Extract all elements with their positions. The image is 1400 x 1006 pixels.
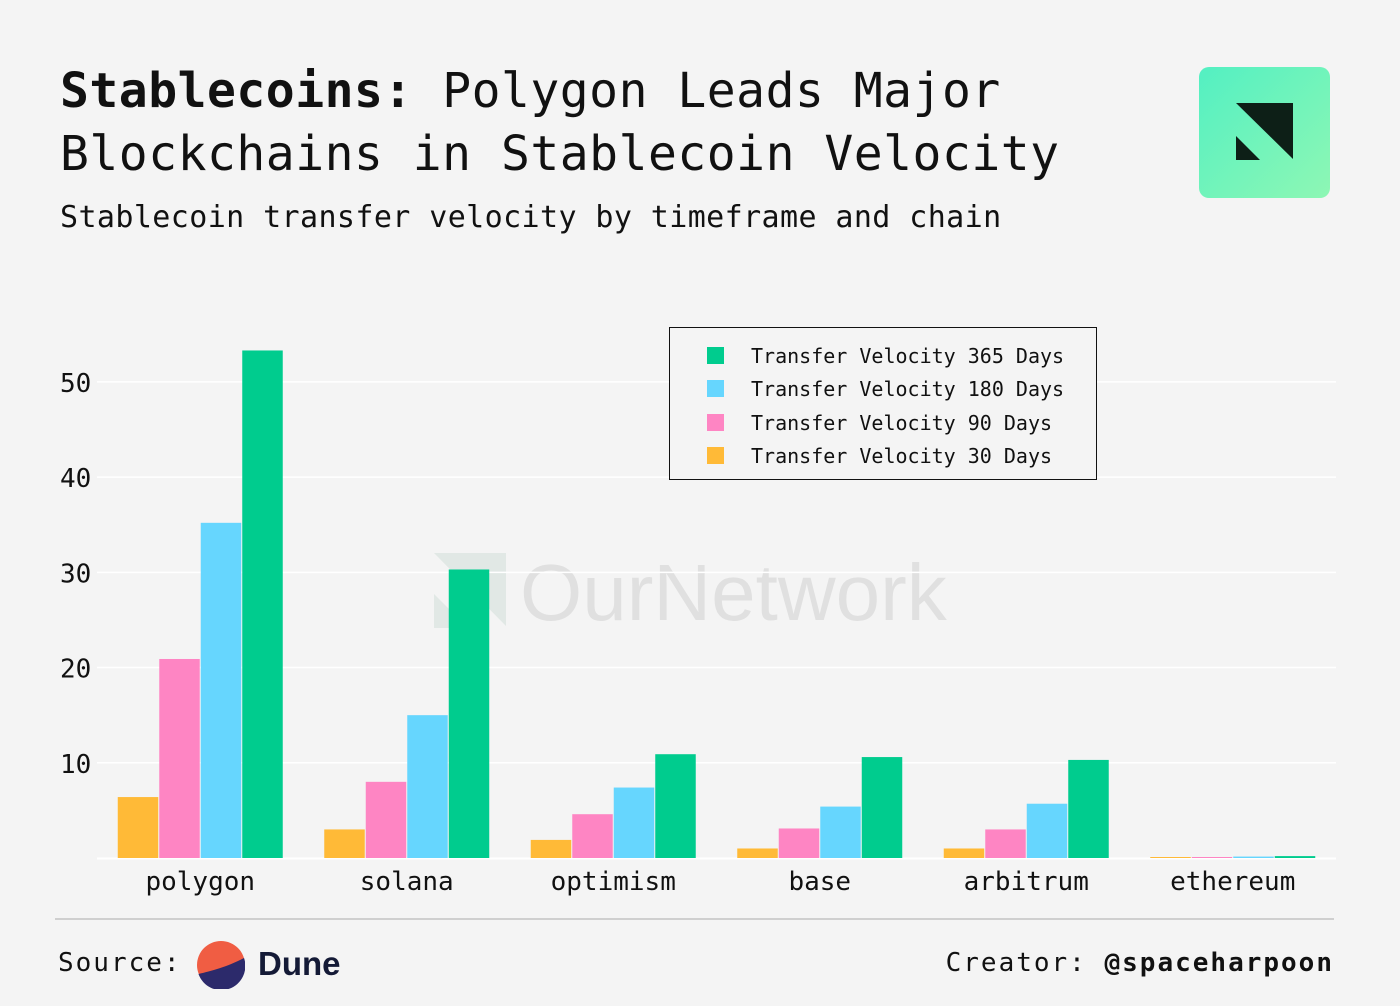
bar: [200, 522, 242, 858]
title-lead: Stablecoins:: [60, 63, 413, 119]
bar: [778, 828, 820, 858]
legend-swatch: [707, 380, 724, 398]
legend-item: Transfer Velocity 90 Days: [670, 409, 1096, 442]
y-tick-label: 40: [60, 464, 91, 494]
bar: [407, 715, 448, 858]
bar: [159, 658, 200, 858]
x-tick-label: optimism: [551, 867, 676, 897]
creator-label: Creator:: [945, 948, 1087, 978]
watermark-text: OurNetwork: [520, 548, 948, 637]
ournetwork-logo-icon: [1199, 67, 1330, 198]
bar: [448, 569, 490, 858]
chart-title: Stablecoins: Polygon Leads Major Blockch…: [60, 60, 1170, 186]
bar: [1026, 803, 1068, 858]
bar: [365, 781, 407, 858]
legend-swatch: [707, 447, 724, 465]
source-name: Dune: [258, 945, 341, 982]
legend-item: Transfer Velocity 365 Days: [670, 342, 1096, 375]
x-tick-label: base: [788, 867, 851, 897]
footer-divider: [55, 918, 1334, 920]
x-tick-label: ethereum: [1170, 867, 1295, 897]
bar: [943, 848, 985, 858]
bar: [861, 757, 903, 858]
bars: [117, 350, 1316, 858]
y-axis-ticks: 10 20 30 40 50: [60, 369, 91, 780]
watermark: OurNetwork: [434, 548, 948, 637]
bar: [324, 829, 365, 858]
y-tick-label: 50: [60, 369, 91, 399]
legend-item: Transfer Velocity 180 Days: [670, 375, 1096, 408]
dune-logo-icon: [197, 941, 245, 989]
legend-swatch: [707, 347, 724, 364]
legend-label: Transfer Velocity 30 Days: [751, 444, 1053, 469]
bar: [655, 754, 696, 858]
chart-legend: Transfer Velocity 365 Days Transfer Veloc…: [669, 327, 1097, 480]
bar: [530, 839, 572, 858]
title-rest: Polygon Leads Major Blockchains in Stabl…: [60, 63, 1060, 182]
legend-label: Transfer Velocity 90 Days: [751, 410, 1053, 435]
bar: [572, 814, 613, 858]
legend-label: Transfer Velocity 365 Days: [751, 344, 1065, 368]
x-axis-ticks: polygon solana optimism base arbitrum ethereu…: [145, 867, 1295, 897]
bar: [1068, 759, 1109, 858]
legend-swatch: [707, 413, 724, 431]
creator-handle: @spaceharpoon: [1104, 948, 1334, 978]
creator-credit: Creator: @spaceharpoon: [946, 948, 1334, 978]
y-tick-label: 30: [60, 559, 91, 589]
bar: [820, 806, 861, 858]
bar: [1274, 856, 1316, 858]
x-tick-label: arbitrum: [964, 867, 1089, 897]
x-tick-label: polygon: [145, 867, 255, 897]
legend-label: Transfer Velocity 180 Days: [751, 377, 1065, 402]
bar: [737, 848, 778, 858]
y-tick-label: 20: [60, 655, 91, 685]
legend-item: Transfer Velocity 30 Days: [670, 442, 1096, 475]
bar: [1191, 857, 1233, 858]
bar: [1233, 856, 1274, 858]
bar: [985, 829, 1026, 858]
bar: [613, 787, 655, 858]
source-label: Source:: [58, 948, 182, 978]
bar: [242, 350, 283, 858]
y-tick-label: 10: [60, 750, 91, 780]
bar: [117, 797, 159, 858]
bar: [1150, 857, 1191, 858]
chart-subtitle: Stablecoin transfer velocity by timefram…: [60, 200, 1002, 235]
x-tick-label: solana: [360, 867, 454, 897]
